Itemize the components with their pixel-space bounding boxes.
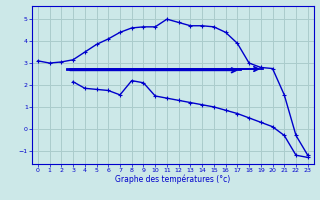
X-axis label: Graphe des températures (°c): Graphe des températures (°c) <box>115 175 230 184</box>
